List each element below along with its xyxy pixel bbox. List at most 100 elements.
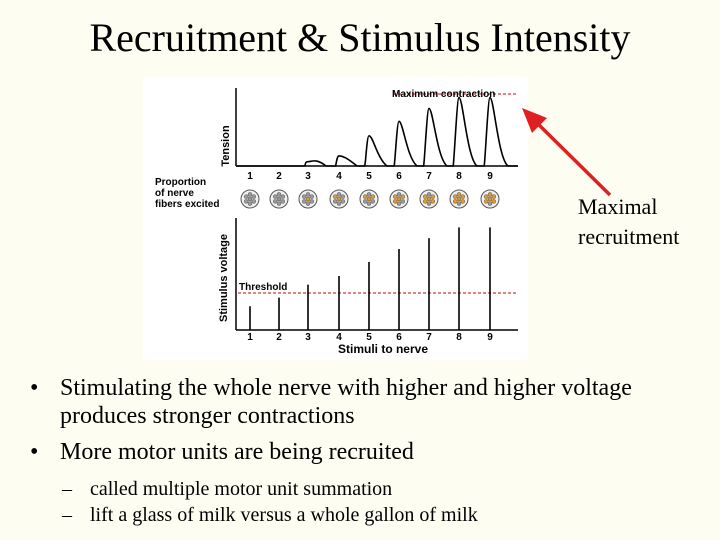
bullet-item: • Stimulating the whole nerve with higher… — [30, 375, 632, 429]
proportion-label-3: fibers excited — [155, 199, 219, 210]
stimulus-number-bottom: 7 — [426, 332, 432, 343]
nerve-fiber-bundle — [329, 189, 349, 209]
nerve-fiber — [332, 194, 338, 199]
stimulus-number-bottom: 3 — [305, 332, 311, 343]
nerve-fiber — [430, 194, 435, 199]
nerve-fiber — [251, 194, 257, 199]
callout-arrow — [522, 108, 612, 197]
nerve-fiber — [309, 194, 315, 199]
threshold-label: Threshold — [239, 282, 287, 293]
nerve-fiber-bundle — [389, 189, 409, 209]
nerve-fiber-bundle — [298, 189, 318, 209]
nerve-fiber — [453, 199, 458, 204]
nerve-fiber — [336, 201, 342, 206]
proportion-label-1: Proportion — [155, 177, 206, 188]
nerve-fiber — [272, 199, 278, 204]
slide-title: Recruitment & Stimulus Intensity — [89, 15, 631, 60]
recruitment-figure: Tension Maximum contraction 1 2 3 4 5 6 7 8 9 Pr… — [143, 78, 528, 360]
nerve-fiber — [301, 199, 307, 204]
nerve-fiber — [400, 199, 405, 204]
nerve-fiber — [332, 199, 338, 204]
nerve-fiber — [487, 192, 493, 197]
nerve-fiber — [392, 194, 398, 199]
nerve-fiber — [491, 199, 496, 204]
nerve-fiber — [305, 201, 311, 206]
stimulus-number-bottom: 4 — [336, 332, 342, 343]
sub-bullet-item: – called multiple motor unit summation — [62, 478, 393, 500]
nerve-fiber — [362, 199, 368, 204]
nerve-fiber — [430, 199, 435, 204]
nerve-fiber — [366, 192, 372, 197]
stimulus-number-top: 2 — [276, 171, 282, 182]
stimulus-number-bottom: 5 — [366, 332, 372, 343]
nerve-fiber — [243, 199, 249, 204]
stimulus-number-bottom: 6 — [396, 332, 402, 343]
maximal-recruitment-callout: Maximal recruitment — [578, 192, 679, 252]
nerve-fiber — [305, 196, 311, 202]
nerve-fiber — [400, 194, 405, 199]
nerve-fiber — [426, 192, 432, 197]
nerve-fiber-bundle — [419, 189, 439, 209]
nerve-fiber-bundle — [449, 189, 469, 209]
nerve-fiber-bundle — [269, 189, 289, 209]
nerve-fiber — [247, 192, 253, 197]
nerve-fiber — [276, 201, 282, 206]
nerve-fiber — [370, 194, 376, 199]
nerve-fiber — [484, 199, 489, 204]
nerve-fiber — [370, 199, 376, 204]
nerve-fiber — [301, 194, 307, 199]
nerve-fiber — [396, 196, 402, 202]
sub-bullet-text: lift a glass of milk versus a whole gall… — [90, 504, 478, 526]
nerve-fiber — [423, 194, 428, 199]
stimulus-number-bottom: 8 — [456, 332, 462, 343]
nerve-fiber — [340, 199, 346, 204]
stimulus-number-bottom: 1 — [247, 332, 253, 343]
x-axis-label: Stimuli to nerve — [338, 342, 428, 356]
nerve-fiber — [426, 196, 432, 202]
nerve-fiber — [243, 194, 249, 199]
nerve-fiber — [272, 194, 278, 199]
stimulus-number-bottom: 2 — [276, 332, 282, 343]
nerve-fiber-bundle — [480, 189, 500, 209]
nerve-fiber — [423, 199, 428, 204]
nerve-fiber — [362, 194, 368, 199]
bullet-text: Stimulating the whole nerve with higher … — [60, 375, 632, 429]
callout-line-1: Maximal — [578, 194, 658, 219]
tension-trace — [236, 96, 518, 167]
nerve-fiber — [426, 201, 432, 206]
stimulus-number-top: 1 — [247, 171, 253, 182]
nerve-fiber — [280, 194, 286, 199]
nerve-fiber — [305, 192, 311, 197]
callout-line-2: recruitment — [578, 224, 680, 249]
nerve-fiber — [460, 199, 465, 204]
nerve-fiber — [484, 194, 489, 199]
bullet-text: More motor units are being recruited — [60, 439, 414, 465]
proportion-label-2: of nerve — [155, 188, 194, 199]
tension-axis-label: Tension — [220, 125, 232, 167]
stimulus-number-top: 7 — [426, 171, 432, 182]
nerve-fiber — [456, 196, 462, 202]
stimulus-number-top: 8 — [456, 171, 462, 182]
nerve-fiber — [336, 196, 342, 202]
nerve-fiber-bundle — [359, 189, 379, 209]
nerve-fiber — [366, 196, 372, 202]
nerve-fiber — [309, 199, 315, 204]
nerve-fiber — [460, 194, 465, 199]
nerve-fiber — [456, 201, 462, 206]
nerve-fiber — [340, 194, 346, 199]
nerve-fiber-bundle — [240, 189, 260, 209]
nerve-fiber — [487, 196, 493, 202]
stimulus-number-top: 9 — [487, 171, 493, 182]
sub-bullet-item: – lift a glass of milk versus a whole gal… — [62, 504, 478, 526]
nerve-fiber — [453, 194, 458, 199]
stimulus-number-top: 6 — [396, 171, 402, 182]
nerve-fiber — [396, 192, 402, 197]
stimulus-number-top: 4 — [336, 171, 342, 182]
stimulus-number-bottom: 9 — [487, 332, 493, 343]
stimulus-number-top: 5 — [366, 171, 372, 182]
nerve-fiber — [276, 192, 282, 197]
stimulus-number-top: 3 — [305, 171, 311, 182]
nerve-fiber — [392, 199, 398, 204]
nerve-fiber — [280, 199, 286, 204]
bullet-item: • More motor units are being recruited — [30, 439, 414, 465]
